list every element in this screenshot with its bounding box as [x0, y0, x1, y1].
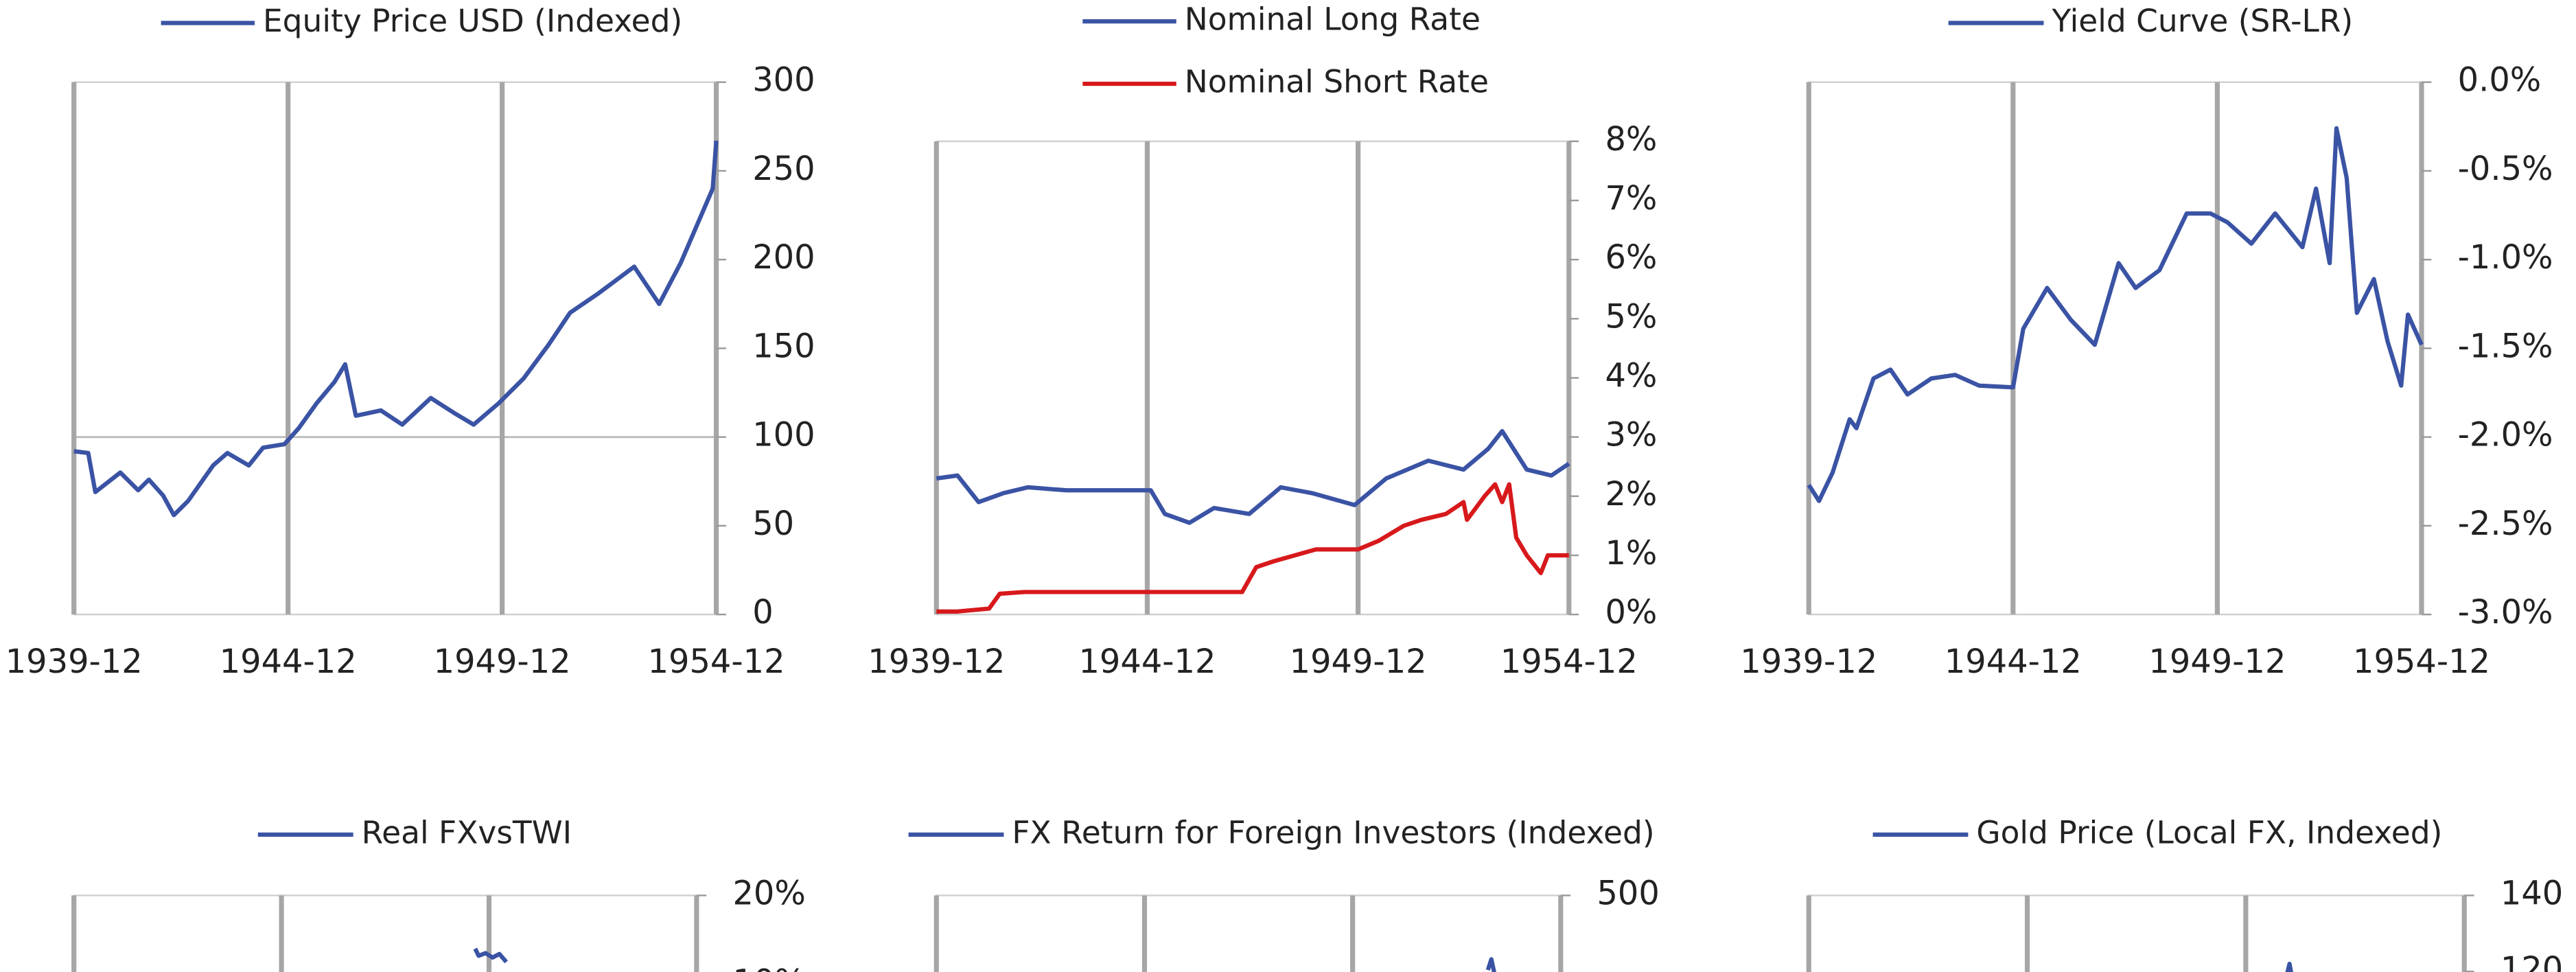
series-line	[936, 482, 1569, 614]
x-tick-label: 1939-12	[868, 643, 1005, 681]
y-tick-label: 3%	[1605, 417, 1657, 454]
y-tick-label: 140	[2500, 875, 2563, 912]
y-tick-label: 200	[752, 239, 815, 277]
legend-label: FX Return for Foreign Investors (Indexed…	[1012, 814, 1654, 850]
y-tick-label: 20%	[732, 875, 805, 912]
y-tick-label: 6%	[1605, 239, 1657, 277]
x-tick-label: 1954-12	[2353, 643, 2490, 681]
y-tick-label: 10%	[732, 964, 805, 972]
plot-frame	[936, 894, 1562, 972]
legend-label: Real FXvsTWI	[362, 814, 572, 850]
x-tick-label: 1944-12	[1945, 643, 2082, 681]
x-tick-label: 1954-12	[1500, 643, 1638, 681]
y-tick-label: -1.5%	[2458, 327, 2553, 365]
y-tick-label: 0	[752, 594, 773, 632]
y-tick-label: 4%	[1605, 358, 1657, 395]
series-line	[1485, 957, 1496, 972]
legend-label: Equity Price USD (Indexed)	[263, 3, 682, 39]
y-tick-label: 300	[752, 62, 815, 100]
y-tick-label: 0.0%	[2458, 62, 2542, 100]
x-tick-label: 1939-12	[1740, 643, 1877, 681]
plot-frame	[73, 894, 698, 972]
x-tick-label: 1944-12	[220, 643, 357, 681]
y-tick-label: -0.5%	[2458, 150, 2553, 188]
x-tick-label: 1939-12	[5, 643, 143, 681]
x-tick-label: 1949-12	[1290, 643, 1427, 681]
y-tick-label: 7%	[1605, 180, 1657, 218]
y-tick-label: -1.0%	[2458, 239, 2553, 277]
y-tick-label: 5%	[1605, 298, 1657, 336]
x-tick-label: 1944-12	[1078, 643, 1216, 681]
y-tick-label: 120	[2500, 951, 2563, 972]
legend-label: Nominal Long Rate	[1185, 1, 1481, 38]
y-tick-label: 150	[752, 327, 815, 365]
y-tick-label: 2%	[1605, 476, 1657, 513]
y-tick-label: -2.0%	[2458, 417, 2553, 454]
series-line	[73, 140, 719, 518]
plot-frame	[1808, 81, 2423, 616]
plot-frame	[936, 140, 1570, 616]
series-line	[936, 428, 1570, 525]
y-tick-label: 100	[752, 417, 815, 454]
x-tick-label: 1949-12	[434, 643, 571, 681]
y-tick-label: 500	[1597, 875, 1659, 912]
x-tick-label: 1949-12	[2148, 643, 2286, 681]
y-tick-label: 250	[752, 150, 815, 188]
y-tick-label: -3.0%	[2458, 594, 2553, 632]
legend-label: Yield Curve (SR-LR)	[2051, 3, 2353, 39]
plot-frame	[1808, 894, 2465, 972]
plot-frame	[73, 81, 717, 616]
y-tick-label: 0%	[1605, 594, 1657, 632]
legend-label: Nominal Short Rate	[1185, 64, 1489, 100]
y-tick-label: 1%	[1605, 535, 1657, 572]
y-tick-label: 50	[752, 505, 794, 543]
y-tick-label: 8%	[1605, 121, 1657, 159]
series-line	[1807, 126, 2424, 503]
legend-label: Gold Price (Local FX, Indexed)	[1976, 814, 2442, 850]
y-tick-label: -2.5%	[2458, 505, 2553, 543]
series-line	[2285, 962, 2294, 972]
series-line	[473, 947, 509, 964]
x-tick-label: 1954-12	[648, 643, 785, 681]
